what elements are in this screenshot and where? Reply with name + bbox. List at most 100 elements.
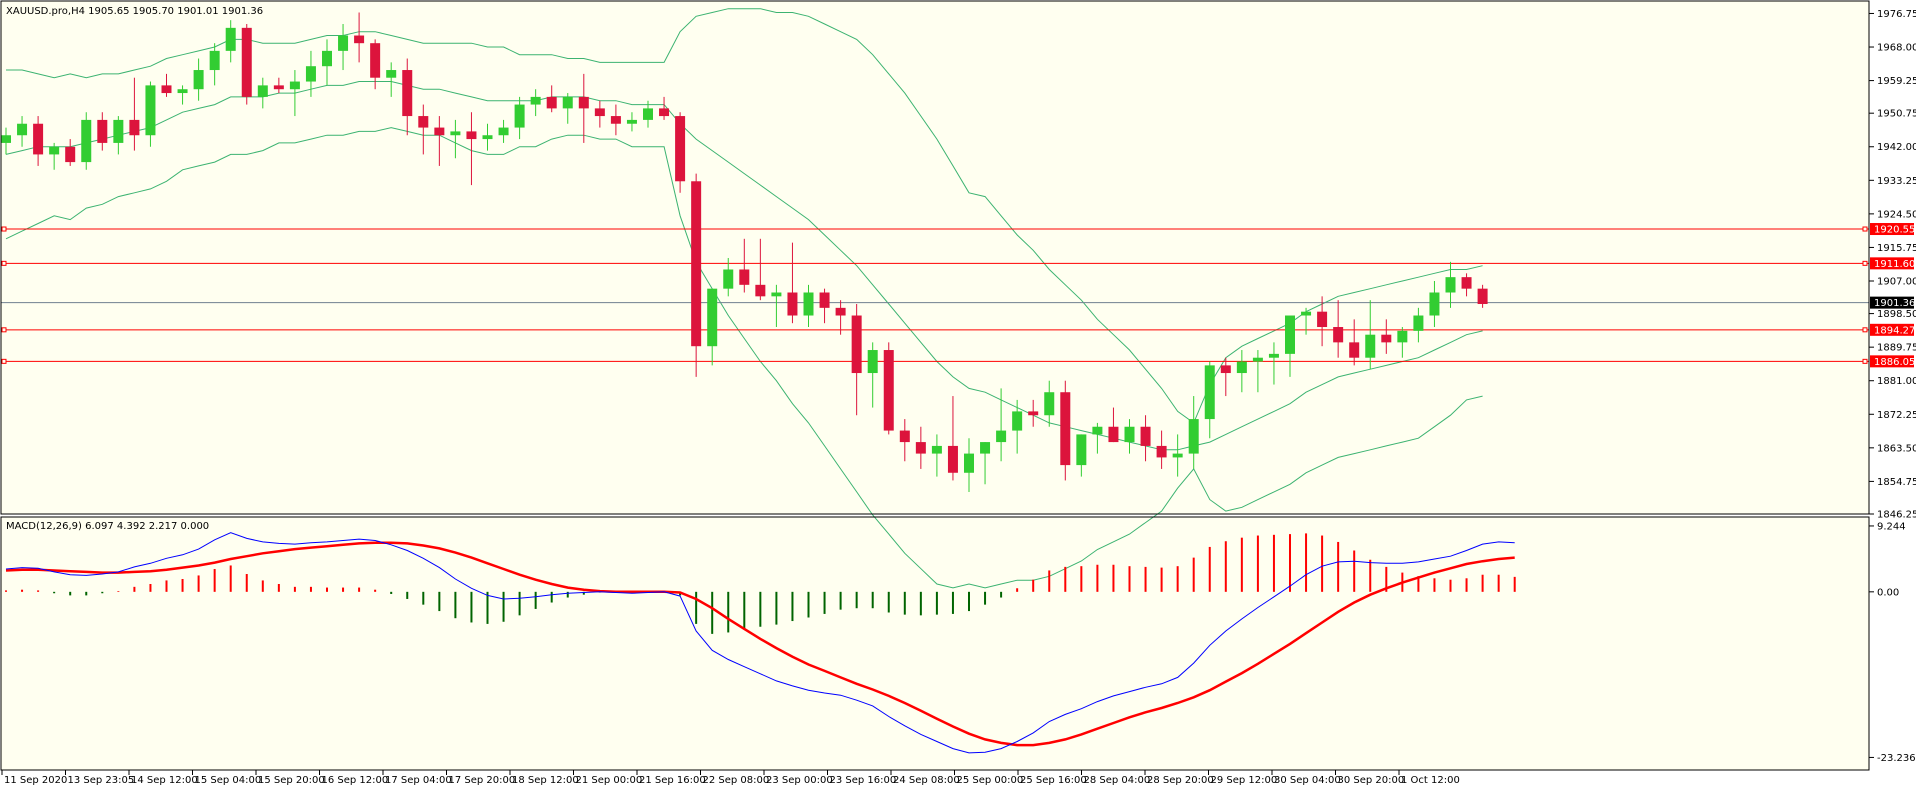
time-tick-label: 30 Sep 20:00 xyxy=(1338,775,1405,786)
level-handle-right xyxy=(1862,358,1868,364)
candle-body xyxy=(1092,426,1103,435)
candle-body xyxy=(97,119,108,143)
candle-body xyxy=(145,85,156,136)
candle-body xyxy=(530,96,541,105)
time-tick-label: 18 Sep 12:00 xyxy=(512,775,579,786)
horizontal-levels[interactable] xyxy=(1,226,1869,364)
candle-body xyxy=(177,89,188,94)
candle-body xyxy=(1060,392,1071,466)
candle-body xyxy=(739,269,750,285)
price-tick-label: 1854.75 xyxy=(1877,477,1916,488)
level-labels: 1920.55 1911.60 1894.27 1886.05 1901.36 xyxy=(1870,223,1915,368)
candle-body xyxy=(386,70,397,78)
candlesticks xyxy=(1,12,1488,492)
time-tick-label: 23 Sep 16:00 xyxy=(830,775,897,786)
time-tick-label: 25 Sep 16:00 xyxy=(1020,775,1087,786)
candle-body xyxy=(899,430,910,443)
price-tick-label: 1881.00 xyxy=(1877,376,1916,387)
level-handle-left xyxy=(1,226,7,232)
candle-body xyxy=(209,50,220,71)
candle-body xyxy=(1365,334,1376,358)
macd-main-line xyxy=(5,532,1515,754)
time-tick-label: 28 Sep 20:00 xyxy=(1147,775,1214,786)
time-tick-label: 21 Sep 16:00 xyxy=(639,775,706,786)
candle-body xyxy=(1204,365,1215,420)
level-handle-right xyxy=(1862,226,1868,232)
time-tick-label: 21 Sep 00:00 xyxy=(576,775,643,786)
candle-body xyxy=(1156,445,1167,458)
candle-body xyxy=(273,85,284,90)
candle-body xyxy=(915,442,926,454)
candle-body xyxy=(289,81,300,90)
time-tick-label: 17 Sep 20:00 xyxy=(449,775,516,786)
candle-body xyxy=(594,108,605,117)
candle-body xyxy=(626,119,637,124)
macd-lines xyxy=(5,532,1515,754)
price-tick-label: 1968.00 xyxy=(1877,43,1916,54)
level-label: 1894.27 xyxy=(1874,325,1915,336)
time-tick-label: 15 Sep 20:00 xyxy=(258,775,325,786)
candle-body xyxy=(354,35,365,44)
candle-body xyxy=(819,292,830,308)
candle-body xyxy=(338,35,349,51)
candle-body xyxy=(1236,361,1247,374)
candle-body xyxy=(1285,315,1295,354)
price-tick-label: 1915.75 xyxy=(1877,243,1916,254)
candle-body xyxy=(466,131,477,140)
candle-body xyxy=(964,453,974,473)
candle-body xyxy=(691,181,702,347)
candle-body xyxy=(1140,426,1151,446)
candle-body xyxy=(1445,277,1456,293)
macd-axis: 9.244 0.00 -23.236 xyxy=(1869,521,1916,764)
candle-body xyxy=(49,146,60,155)
price-tick-label: 1976.75 xyxy=(1877,9,1916,20)
candle-body xyxy=(851,315,862,374)
time-tick-label: 1 Oct 12:00 xyxy=(1401,775,1460,786)
candle-body xyxy=(1397,330,1408,343)
candle-body xyxy=(113,119,124,143)
candle-body xyxy=(1220,365,1231,374)
bollinger-middle-band xyxy=(5,81,1483,451)
price-axis: 1976.75 1968.00 1959.25 1950.75 1942.00 1933.… xyxy=(1869,9,1916,521)
level-label: 1911.60 xyxy=(1874,259,1915,270)
price-tick-label: 1950.75 xyxy=(1877,109,1916,120)
candle-body xyxy=(707,288,718,347)
price-tick-label: 1959.25 xyxy=(1877,76,1916,87)
candle-body xyxy=(1044,392,1055,416)
level-label-box xyxy=(1870,323,1914,336)
price-tick-label: 1924.50 xyxy=(1877,209,1916,220)
candle-body xyxy=(161,85,172,94)
time-tick-label: 29 Sep 12:00 xyxy=(1211,775,1278,786)
candle-body xyxy=(867,350,878,374)
level-label: 1920.55 xyxy=(1874,225,1915,236)
candle-body xyxy=(65,146,76,163)
candle-body xyxy=(1172,453,1183,458)
level-label-box xyxy=(1870,355,1914,368)
candle-body xyxy=(1012,411,1023,431)
macd-tick-label: 0.00 xyxy=(1877,587,1899,598)
candle-body xyxy=(1429,292,1440,316)
symbol-info: XAUUSD.pro,H4 1905.65 1905.70 1901.01 19… xyxy=(6,6,263,17)
candle-body xyxy=(241,27,252,97)
candle-body xyxy=(370,43,381,78)
main-panel-background xyxy=(1,1,1869,514)
time-tick-label: 22 Sep 08:00 xyxy=(703,775,770,786)
bid-label-box xyxy=(1870,296,1914,309)
candle-body xyxy=(803,292,814,316)
candle-body xyxy=(787,292,798,316)
level-label-box xyxy=(1870,223,1914,236)
candle-body xyxy=(33,123,44,155)
candle-body xyxy=(883,350,894,431)
macd-panel-frame xyxy=(0,516,1870,771)
price-tick-label: 1872.25 xyxy=(1877,410,1916,421)
macd-tick-label: -23.236 xyxy=(1877,753,1916,764)
candle-body xyxy=(643,108,653,120)
candle-body xyxy=(418,116,429,128)
time-tick-label: 16 Sep 12:00 xyxy=(322,775,389,786)
price-tick-label: 1933.25 xyxy=(1877,176,1916,187)
bollinger-lower-band xyxy=(5,127,1483,589)
candle-body xyxy=(546,96,557,109)
candle-body xyxy=(562,96,573,109)
